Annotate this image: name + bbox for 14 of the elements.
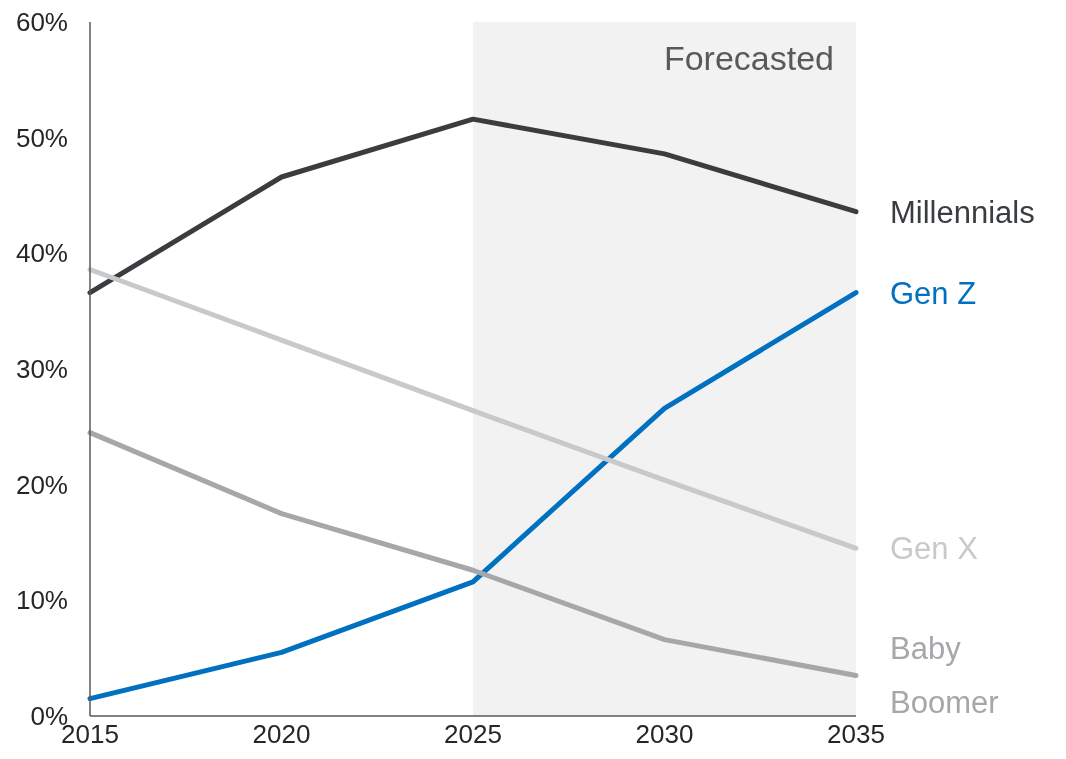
- series-label: Baby Boomer: [890, 631, 999, 721]
- band-label: Forecasted: [663, 38, 834, 77]
- x-tick-label: 2025: [444, 719, 502, 750]
- x-tick-label: 2020: [252, 719, 311, 750]
- y-tick-label: 10%: [15, 585, 68, 616]
- y-tick-label: 30%: [15, 354, 68, 385]
- x-tick-label: 2035: [827, 719, 885, 750]
- series-label: Millennials: [890, 194, 1035, 230]
- y-tick-label: 60%: [15, 7, 68, 38]
- x-tick-label: 2030: [635, 719, 694, 750]
- y-tick-label: 20%: [15, 469, 68, 500]
- series-label: Gen Z: [890, 275, 977, 311]
- y-tick-label: 50%: [15, 122, 68, 153]
- y-tick-label: 40%: [15, 238, 68, 269]
